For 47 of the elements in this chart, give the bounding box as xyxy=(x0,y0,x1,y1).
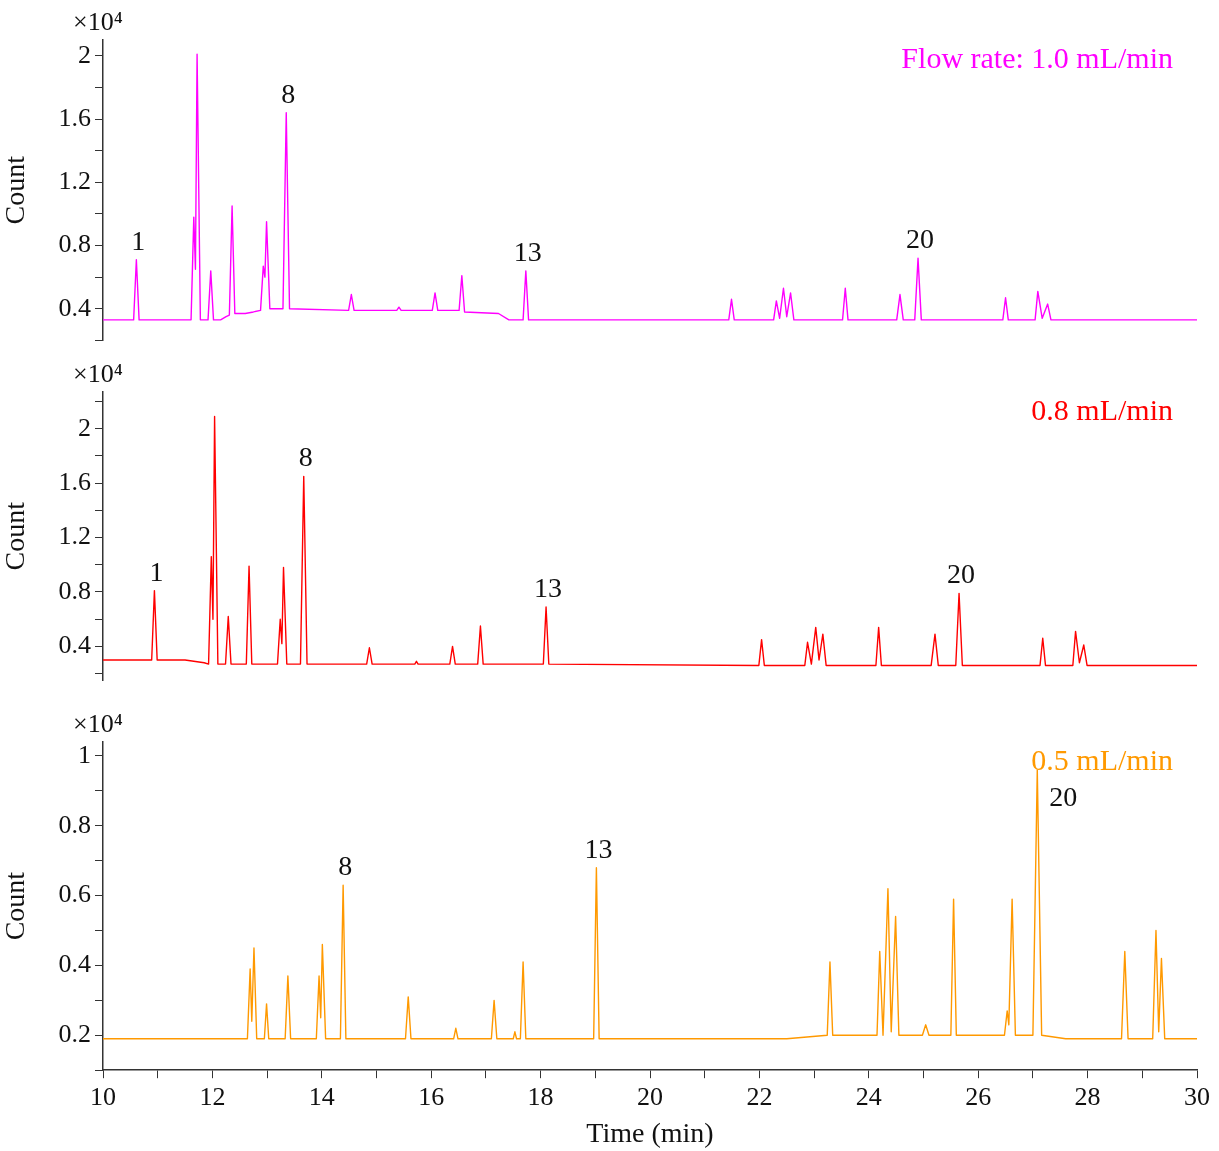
text: ×10⁴ xyxy=(73,7,123,36)
annotation: 13 xyxy=(513,235,542,267)
x-tick-label: 30 xyxy=(1184,1081,1210,1111)
y-axis-title: Count xyxy=(0,501,31,571)
annotation: 13 xyxy=(584,832,613,864)
text: Flow rate: 1.0 mL/min xyxy=(901,41,1173,74)
annotation: 20 xyxy=(947,558,976,590)
x-tick-label: 22 xyxy=(746,1081,773,1111)
x-tick-label: 10 xyxy=(90,1081,116,1111)
y-tick-label: 0.8 xyxy=(58,809,91,839)
y-tick-label: 0.4 xyxy=(58,292,91,322)
y-tick-label: 0.4 xyxy=(58,630,91,660)
annotation: 13 xyxy=(534,571,563,603)
text: ×10⁴ xyxy=(73,359,123,388)
text: ×10⁴ xyxy=(73,709,123,738)
annotation: 8 xyxy=(298,441,313,473)
y-tick-label: 2 xyxy=(78,412,91,442)
x-tick-label: 28 xyxy=(1074,1081,1101,1111)
text: 0.8 mL/min xyxy=(1031,393,1173,426)
y-axis-title: Count xyxy=(0,871,31,941)
annotation: 8 xyxy=(338,850,353,882)
x-tick-label: 20 xyxy=(637,1081,663,1111)
x-tick-label: 12 xyxy=(199,1081,226,1111)
x-tick-label: 24 xyxy=(855,1081,882,1111)
y-tick-label: 1.2 xyxy=(58,166,91,196)
y-tick-label: 0.4 xyxy=(58,949,91,979)
annotation: 20 xyxy=(1049,780,1078,812)
y-tick-label: 1.6 xyxy=(58,102,91,132)
y-tick-label: 0.2 xyxy=(58,1019,91,1049)
x-tick-label: 18 xyxy=(527,1081,554,1111)
annotation: 20 xyxy=(906,223,935,255)
annotation: 1 xyxy=(149,555,164,587)
y-tick-label: 1 xyxy=(78,739,91,769)
x-tick-label: 16 xyxy=(418,1081,445,1111)
y-tick-label: 1.2 xyxy=(58,521,91,551)
y-tick-label: 0.8 xyxy=(58,229,91,259)
annotation: 1 xyxy=(131,224,146,256)
y-tick-label: 2 xyxy=(78,39,91,69)
y-axis-title: Count xyxy=(0,155,31,225)
series-label: 0.5 mL/min xyxy=(1031,743,1173,776)
y-tick-label: 0.8 xyxy=(58,575,91,605)
x-tick-label: 26 xyxy=(965,1081,992,1111)
x-tick-label: 14 xyxy=(308,1081,335,1111)
y-tick-label: 0.6 xyxy=(58,879,91,909)
y-tick-label: 1.6 xyxy=(58,466,91,496)
annotation: 8 xyxy=(281,77,296,109)
x-axis-title: Time (min) xyxy=(586,1116,714,1148)
